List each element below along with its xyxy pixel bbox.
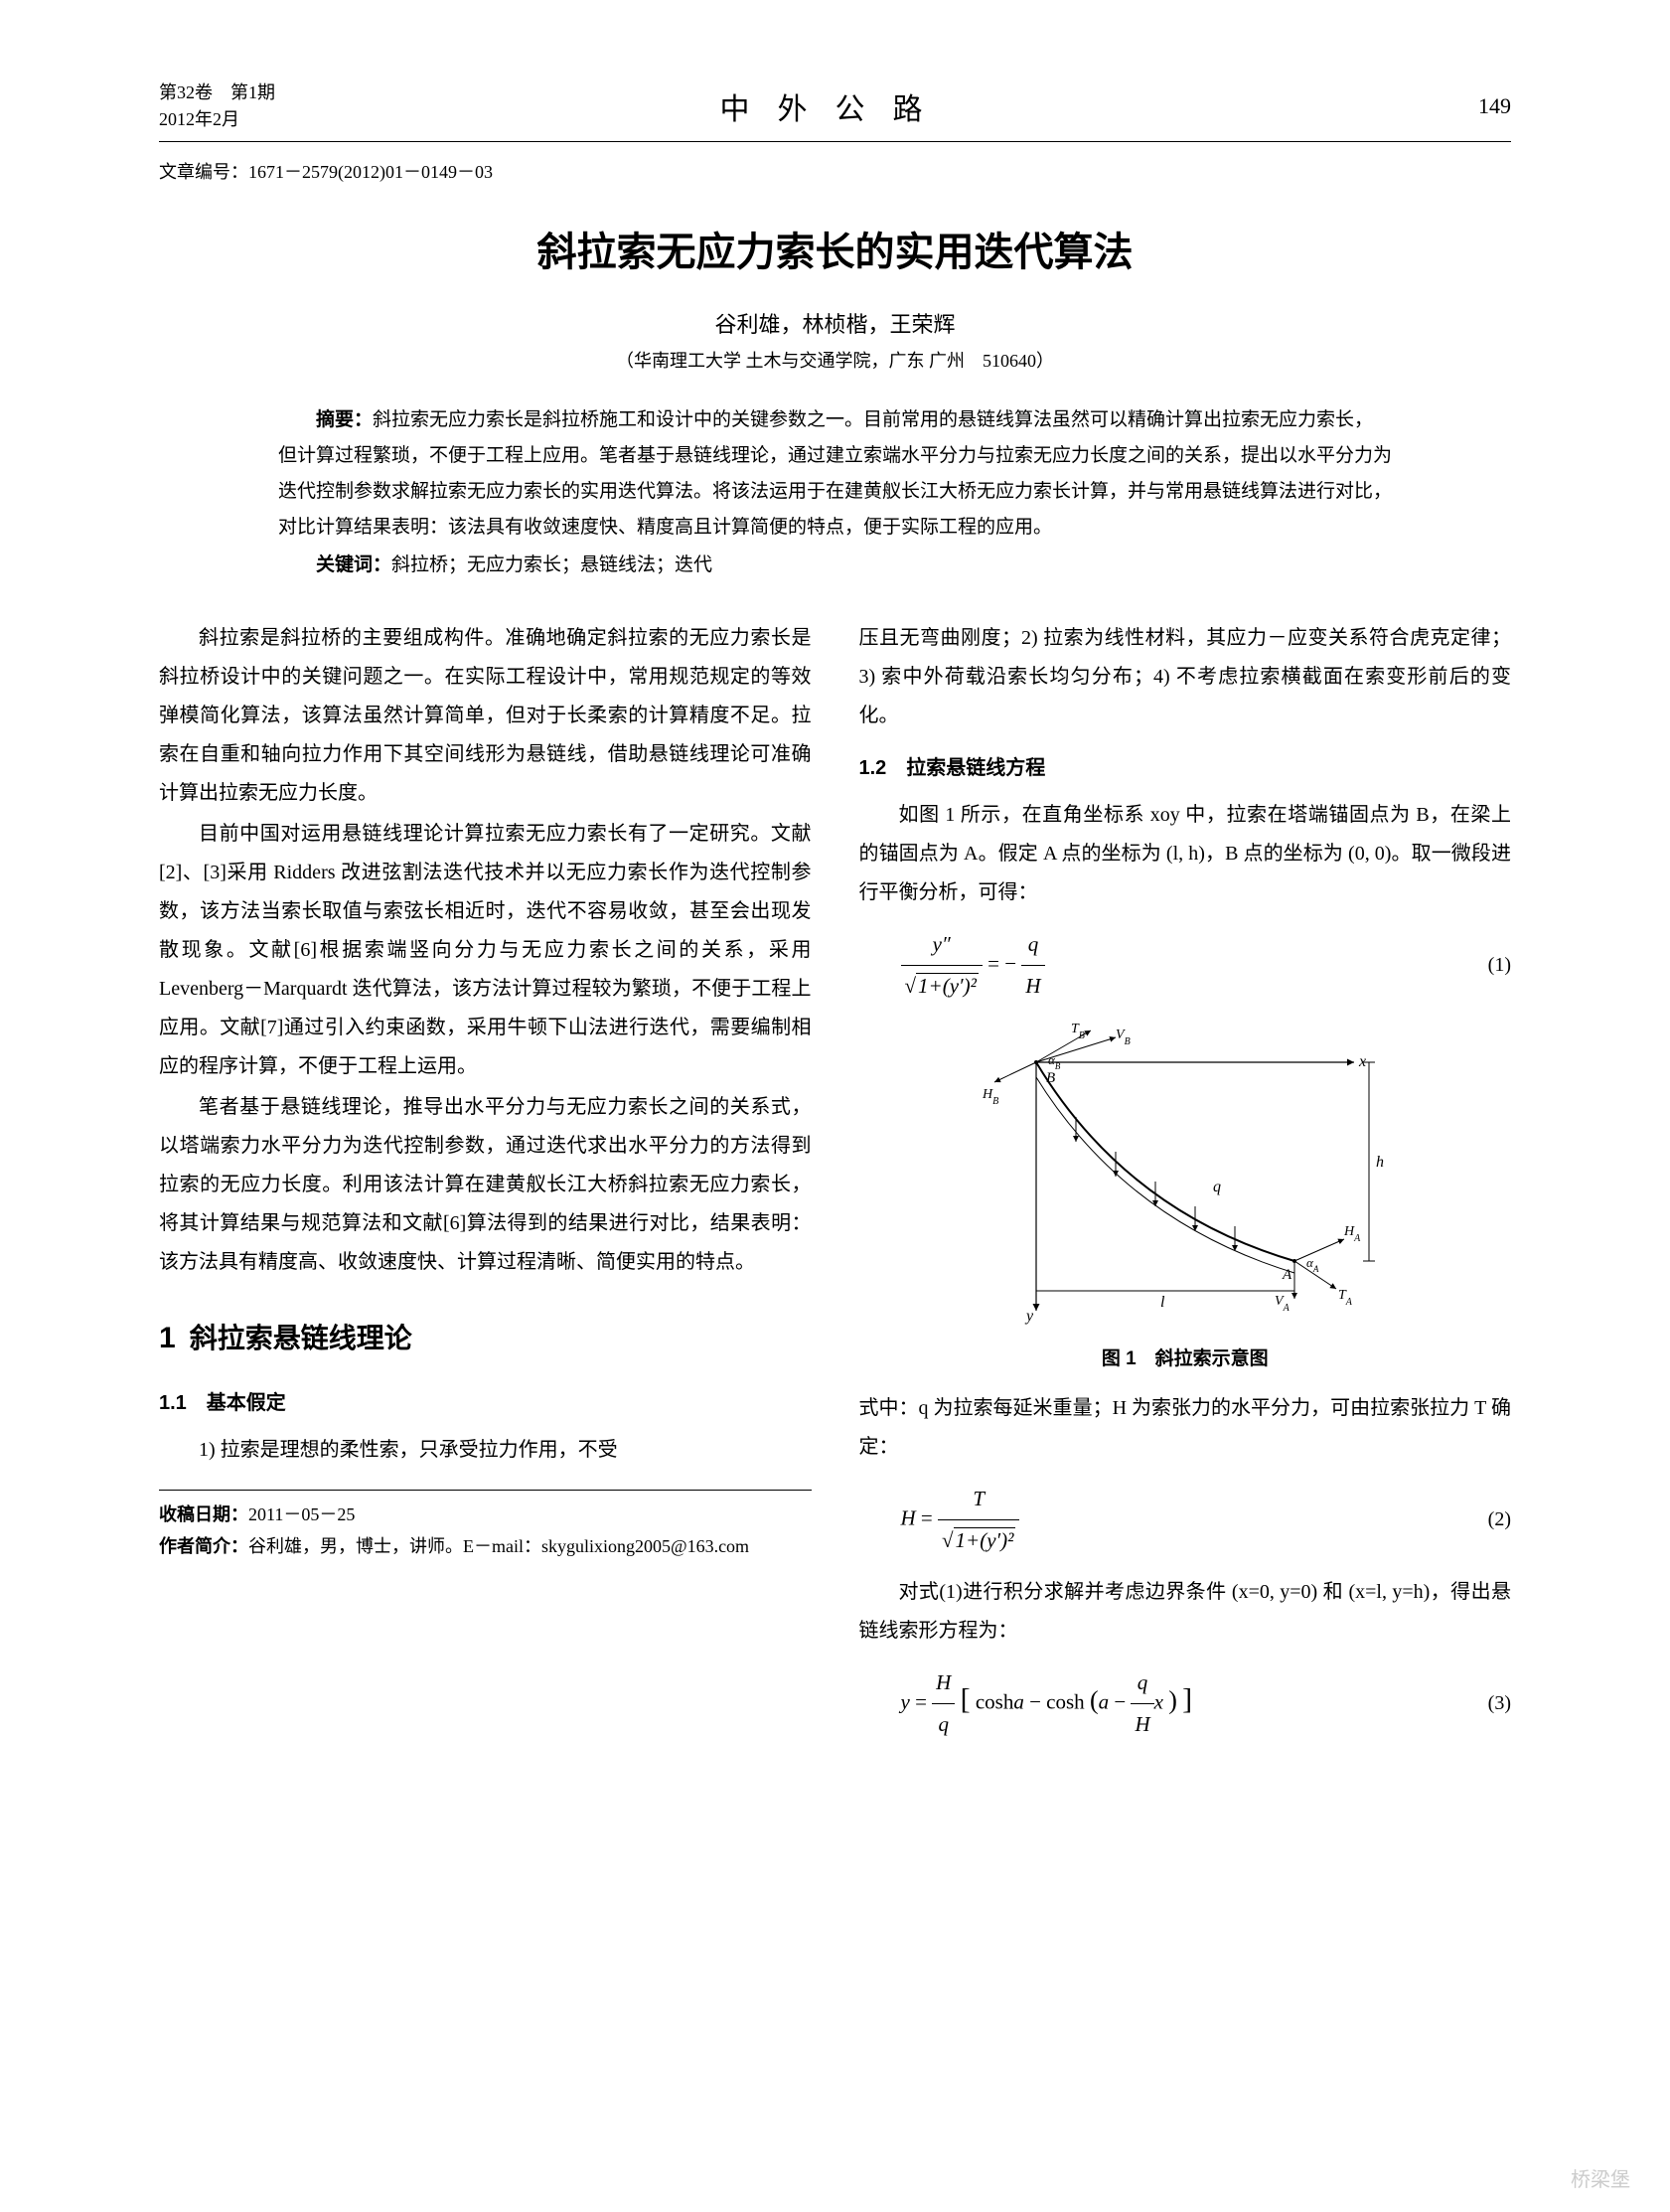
section-1-heading: 1 斜拉索悬链线理论 <box>159 1310 812 1368</box>
section-1-number: 1 <box>159 1322 176 1354</box>
received-date: 2011－05－25 <box>248 1504 355 1524</box>
section-1-title: 斜拉索悬链线理论 <box>190 1323 412 1353</box>
assumption-1: 1) 拉索是理想的柔性索，只承受拉力作用，不受 <box>159 1431 812 1470</box>
subsection-1-1: 1.1 基本假定 <box>159 1384 812 1423</box>
intro-p1: 斜拉索是斜拉桥的主要组成构件。准确地确定斜拉索的无应力索长是斜拉桥设计中的关键问… <box>159 619 812 813</box>
keywords-label: 关键词： <box>316 554 391 575</box>
svg-text:TA: TA <box>1338 1288 1353 1308</box>
page: 第32卷 第1期 2012年2月 中外公路 149 文章编号：1671－2579… <box>0 0 1670 2212</box>
equation-3-body: y = H q [ cosha − cosh (a − qHx ) ] <box>859 1662 1452 1745</box>
article-title: 斜拉索无应力索长的实用迭代算法 <box>159 220 1511 277</box>
equation-3: y = H q [ cosha − cosh (a − qHx ) ] (3) <box>859 1662 1512 1745</box>
svg-text:B: B <box>1046 1070 1055 1086</box>
volume-line: 第32卷 第1期 <box>159 79 275 106</box>
svg-text:q: q <box>1213 1179 1221 1195</box>
keywords-body: 斜拉桥；无应力索长；悬链线法；迭代 <box>391 554 712 575</box>
equation-3-number: (3) <box>1451 1684 1511 1723</box>
cable-diagram-svg: x y B TB VB HB αB <box>977 1023 1394 1331</box>
figure-1: x y B TB VB HB αB <box>859 1023 1512 1331</box>
page-header: 第32卷 第1期 2012年2月 中外公路 149 <box>159 79 1511 142</box>
left-column: 斜拉索是斜拉桥的主要组成构件。准确地确定斜拉索的无应力索长是斜拉桥设计中的关键问… <box>159 619 812 1757</box>
received-label: 收稿日期： <box>159 1504 248 1524</box>
page-number: 149 <box>1478 93 1511 119</box>
equation-2-body: H = T √1+(y′)² <box>859 1479 1452 1561</box>
svg-text:VA: VA <box>1275 1294 1290 1314</box>
watermark: 桥梁堡 <box>1571 2163 1630 2192</box>
svg-text:TB: TB <box>1071 1023 1085 1041</box>
article-id: 文章编号：1671－2579(2012)01－0149－03 <box>159 158 1511 184</box>
body-columns: 斜拉索是斜拉桥的主要组成构件。准确地确定斜拉索的无应力索长是斜拉桥设计中的关键问… <box>159 619 1511 1757</box>
svg-text:A: A <box>1282 1267 1292 1283</box>
authors: 谷利雄，林桢楷，王荣辉 <box>159 307 1511 339</box>
right-column: 压且无弯曲刚度；2) 拉索为线性材料，其应力－应变关系符合虎克定律；3) 索中外… <box>859 619 1512 1757</box>
svg-text:HB: HB <box>982 1087 998 1107</box>
assumptions-cont: 压且无弯曲刚度；2) 拉索为线性材料，其应力－应变关系符合虎克定律；3) 索中外… <box>859 619 1512 735</box>
svg-text:h: h <box>1376 1154 1384 1171</box>
equation-2: H = T √1+(y′)² (2) <box>859 1479 1512 1561</box>
abstract-label: 摘要： <box>316 409 373 430</box>
keywords-line: 关键词：斜拉桥；无应力索长；悬链线法；迭代 <box>278 548 1392 583</box>
intro-p3: 笔者基于悬链线理论，推导出水平分力与无应力索长之间的关系式，以塔端索力水平分力为… <box>159 1088 812 1282</box>
svg-text:αA: αA <box>1306 1255 1319 1274</box>
header-left: 第32卷 第1期 2012年2月 <box>159 79 275 133</box>
equation-1-number: (1) <box>1451 946 1511 985</box>
received-date-line: 收稿日期：2011－05－25 <box>159 1499 812 1530</box>
figure-1-caption: 图 1 斜拉索示意图 <box>859 1341 1512 1377</box>
svg-text:VB: VB <box>1116 1027 1131 1047</box>
author-bio: 谷利雄，男，博士，讲师。E－mail：skygulixiong2005@163.… <box>248 1536 749 1556</box>
author-bio-label: 作者简介： <box>159 1536 248 1556</box>
journal-name: 中外公路 <box>720 84 951 128</box>
svg-text:HA: HA <box>1343 1224 1361 1244</box>
abstract-body: 斜拉索无应力索长是斜拉桥施工和设计中的关键参数之一。目前常用的悬链线算法虽然可以… <box>278 409 1392 538</box>
svg-text:y: y <box>1024 1308 1034 1325</box>
svg-text:l: l <box>1160 1294 1165 1311</box>
equation-1-body: y″ √1+(y′)² = − q H <box>859 924 1452 1007</box>
right-p2: 式中：q 为拉索每延米重量；H 为索张力的水平分力，可由拉索张拉力 T 确定： <box>859 1389 1512 1467</box>
right-p1: 如图 1 所示，在直角坐标系 xoy 中，拉索在塔端锚固点为 B，在梁上的锚固点… <box>859 796 1512 912</box>
subsection-1-2: 1.2 拉索悬链线方程 <box>859 749 1512 788</box>
date-line: 2012年2月 <box>159 106 275 133</box>
equation-2-number: (2) <box>1451 1501 1511 1539</box>
abstract-text: 摘要：斜拉索无应力索长是斜拉桥施工和设计中的关键参数之一。目前常用的悬链线算法虽… <box>278 402 1392 546</box>
author-bio-line: 作者简介：谷利雄，男，博士，讲师。E－mail：skygulixiong2005… <box>159 1530 812 1562</box>
affiliation: （华南理工大学 土木与交通学院，广东 广州 510640） <box>159 347 1511 373</box>
equation-1: y″ √1+(y′)² = − q H (1) <box>859 924 1512 1007</box>
intro-p2: 目前中国对运用悬链线理论计算拉索无应力索长有了一定研究。文献[2]、[3]采用 … <box>159 815 812 1086</box>
footer-separator: 收稿日期：2011－05－25 作者简介：谷利雄，男，博士，讲师。E－mail：… <box>159 1490 812 1563</box>
abstract-block: 摘要：斜拉索无应力索长是斜拉桥施工和设计中的关键参数之一。目前常用的悬链线算法虽… <box>278 402 1392 583</box>
right-p3: 对式(1)进行积分求解并考虑边界条件 (x=0, y=0) 和 (x=l, y=… <box>859 1573 1512 1651</box>
